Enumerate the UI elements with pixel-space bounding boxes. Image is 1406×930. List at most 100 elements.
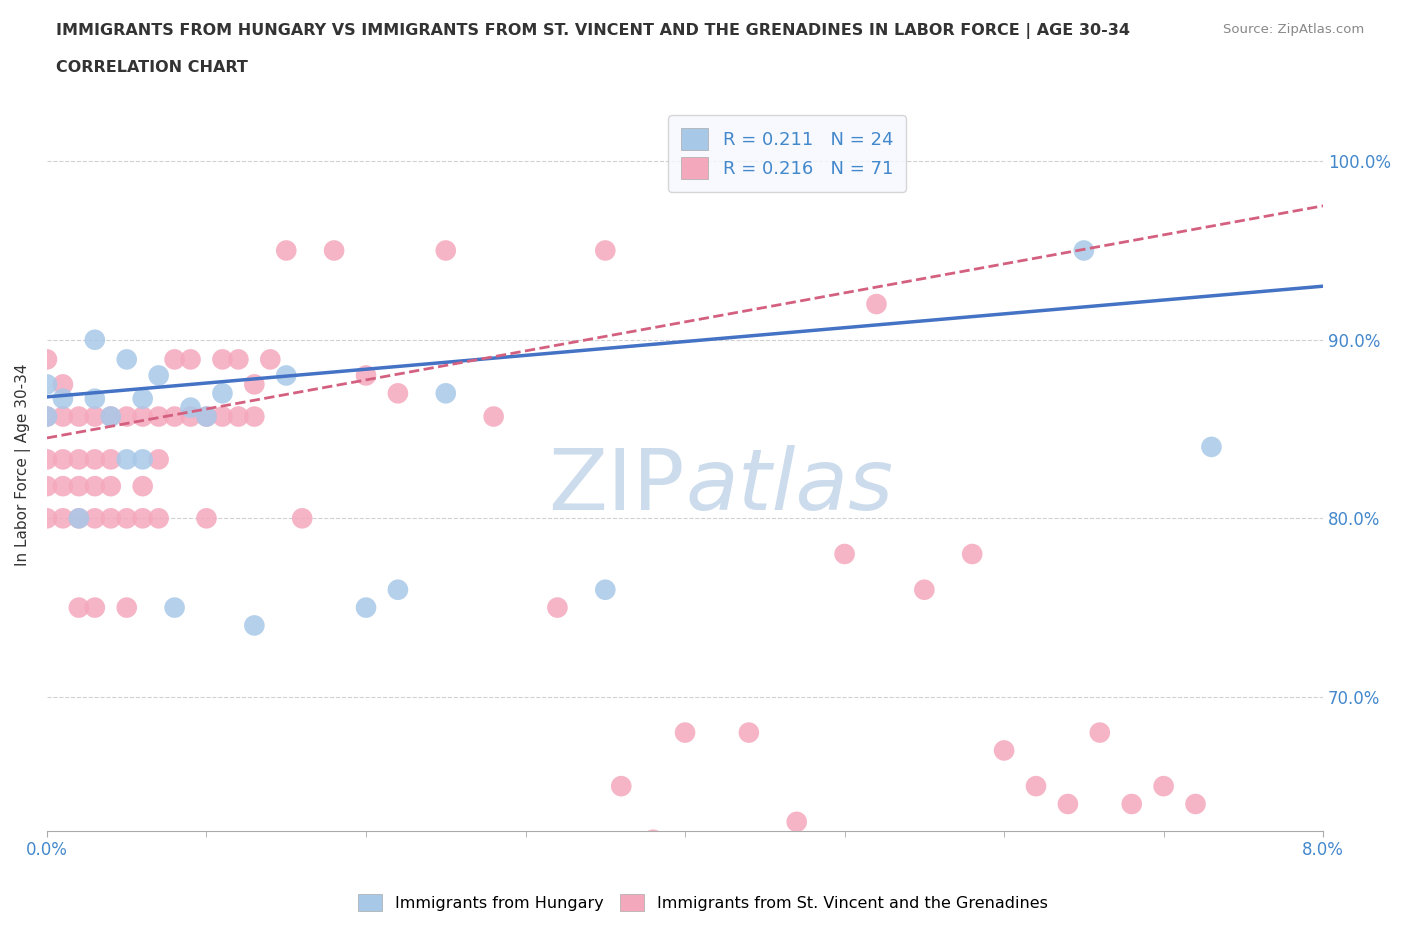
Point <box>115 511 138 525</box>
Point <box>35 479 58 494</box>
Point <box>52 392 75 406</box>
Point <box>276 243 298 258</box>
Point <box>610 778 633 793</box>
Point <box>52 511 75 525</box>
Point <box>1184 797 1206 812</box>
Point <box>83 479 105 494</box>
Point <box>115 409 138 424</box>
Point <box>276 368 298 383</box>
Point <box>434 243 457 258</box>
Point <box>1057 797 1080 812</box>
Point <box>960 547 983 562</box>
Point <box>115 600 138 615</box>
Point <box>993 743 1015 758</box>
Text: atlas: atlas <box>685 445 893 528</box>
Point <box>83 452 105 467</box>
Point <box>595 582 617 597</box>
Point <box>52 377 75 392</box>
Point <box>211 409 233 424</box>
Point <box>211 352 233 366</box>
Point <box>1121 797 1143 812</box>
Point <box>1025 778 1047 793</box>
Point <box>673 725 696 740</box>
Point <box>83 600 105 615</box>
Point <box>1153 778 1175 793</box>
Point <box>148 368 170 383</box>
Point <box>67 511 90 525</box>
Point <box>67 452 90 467</box>
Point <box>211 386 233 401</box>
Point <box>195 511 218 525</box>
Point <box>243 377 266 392</box>
Point <box>83 511 105 525</box>
Point <box>100 409 122 424</box>
Point <box>865 297 887 312</box>
Y-axis label: In Labor Force | Age 30-34: In Labor Force | Age 30-34 <box>15 364 31 566</box>
Point <box>180 409 202 424</box>
Point <box>834 547 856 562</box>
Point <box>259 352 281 366</box>
Point <box>387 582 409 597</box>
Point <box>67 409 90 424</box>
Text: Source: ZipAtlas.com: Source: ZipAtlas.com <box>1223 23 1364 36</box>
Point <box>35 352 58 366</box>
Point <box>738 725 761 740</box>
Point <box>643 832 665 847</box>
Point <box>243 409 266 424</box>
Point <box>1088 725 1111 740</box>
Point <box>434 386 457 401</box>
Point <box>291 511 314 525</box>
Text: CORRELATION CHART: CORRELATION CHART <box>56 60 247 75</box>
Point <box>131 452 153 467</box>
Point <box>195 409 218 424</box>
Point <box>323 243 346 258</box>
Point <box>131 511 153 525</box>
Point <box>67 600 90 615</box>
Point <box>163 409 186 424</box>
Point <box>180 352 202 366</box>
Point <box>148 409 170 424</box>
Point <box>1201 440 1223 455</box>
Text: IMMIGRANTS FROM HUNGARY VS IMMIGRANTS FROM ST. VINCENT AND THE GRENADINES IN LAB: IMMIGRANTS FROM HUNGARY VS IMMIGRANTS FR… <box>56 23 1130 39</box>
Point <box>100 409 122 424</box>
Point <box>35 452 58 467</box>
Point <box>195 409 218 424</box>
Point <box>1073 243 1095 258</box>
Point <box>786 815 808 830</box>
Point <box>163 352 186 366</box>
Point <box>546 600 568 615</box>
Point <box>131 479 153 494</box>
Point <box>163 600 186 615</box>
Point <box>83 409 105 424</box>
Point <box>131 409 153 424</box>
Point <box>387 386 409 401</box>
Point <box>100 452 122 467</box>
Point <box>228 409 250 424</box>
Point <box>354 600 377 615</box>
Point <box>115 352 138 366</box>
Point <box>180 400 202 415</box>
Point <box>482 409 505 424</box>
Point <box>148 452 170 467</box>
Point <box>100 511 122 525</box>
Text: ZIP: ZIP <box>548 445 685 528</box>
Point <box>52 452 75 467</box>
Point <box>35 511 58 525</box>
Point <box>148 511 170 525</box>
Point <box>115 452 138 467</box>
Point <box>83 392 105 406</box>
Point <box>83 332 105 347</box>
Point <box>35 409 58 424</box>
Point <box>67 511 90 525</box>
Legend: R = 0.211   N = 24, R = 0.216   N = 71: R = 0.211 N = 24, R = 0.216 N = 71 <box>668 115 905 192</box>
Point <box>354 368 377 383</box>
Point <box>131 392 153 406</box>
Point <box>52 409 75 424</box>
Point <box>243 618 266 633</box>
Point <box>67 479 90 494</box>
Point <box>52 479 75 494</box>
Point <box>228 352 250 366</box>
Point <box>912 582 935 597</box>
Legend: Immigrants from Hungary, Immigrants from St. Vincent and the Grenadines: Immigrants from Hungary, Immigrants from… <box>352 888 1054 917</box>
Point <box>35 377 58 392</box>
